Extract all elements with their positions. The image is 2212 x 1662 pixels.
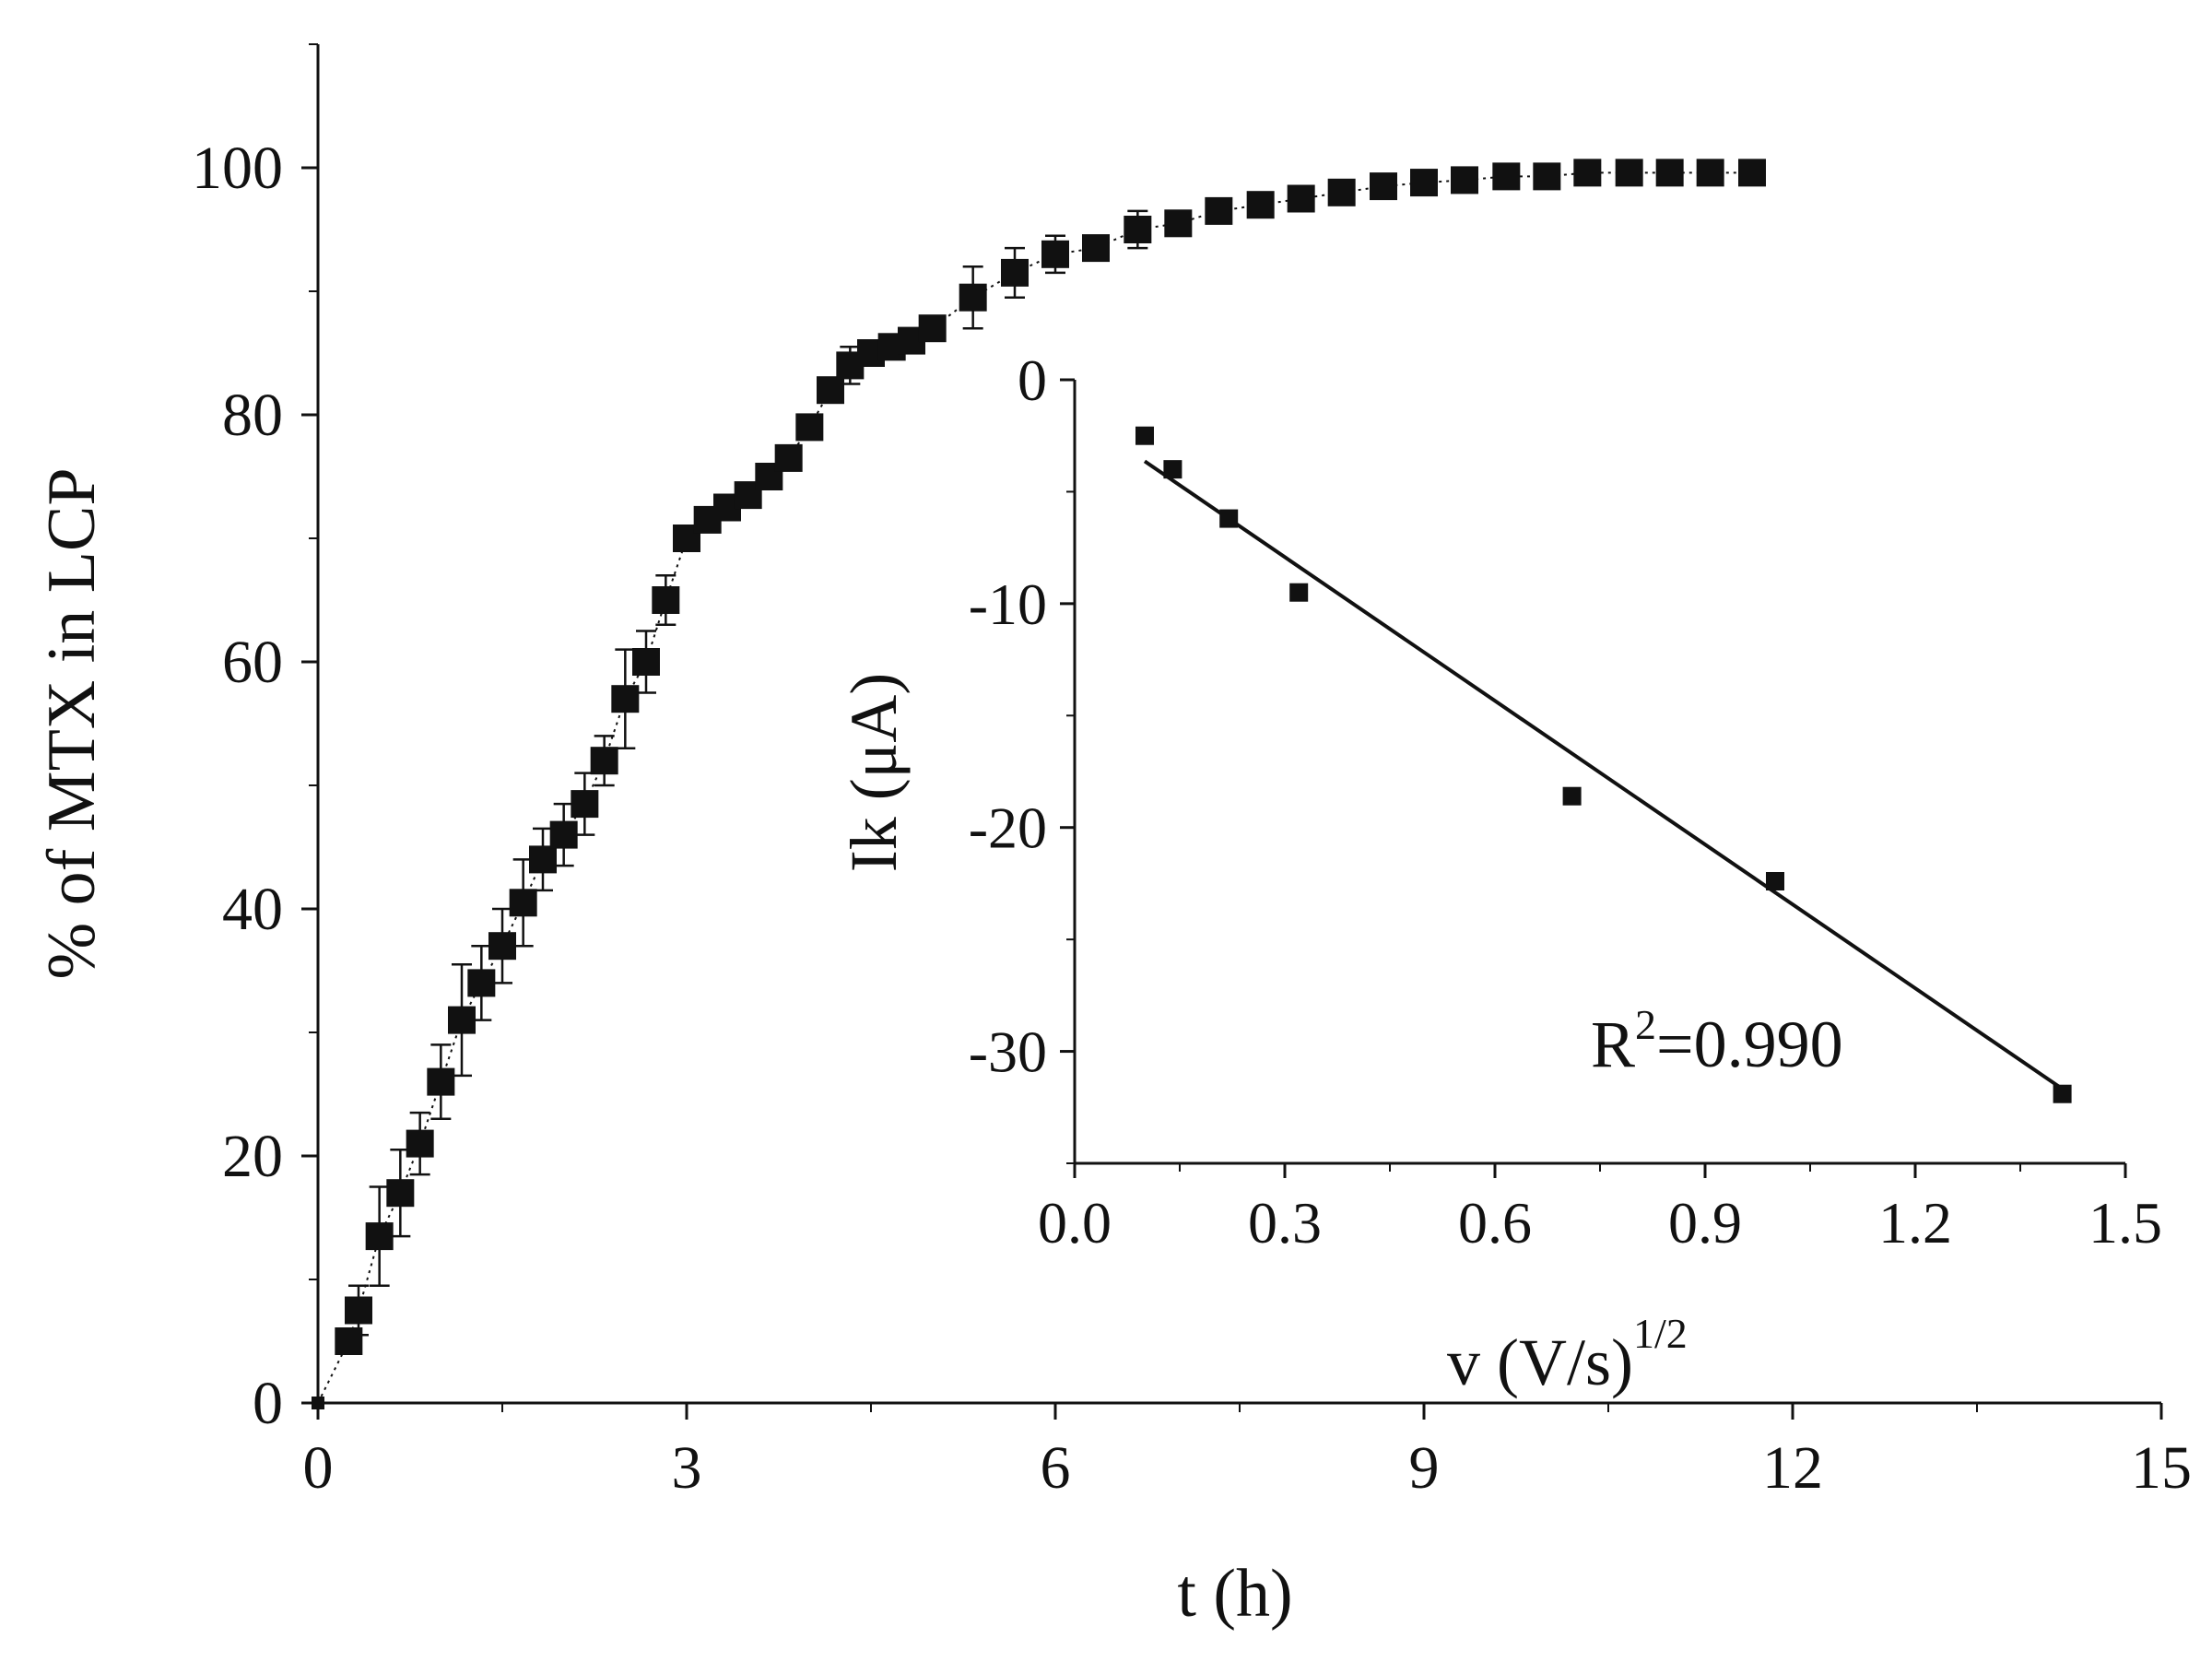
main-x-tick-label: 15 (2131, 1434, 2192, 1502)
main-data-point (817, 376, 844, 405)
main-data-point (549, 820, 578, 849)
main-data-point (652, 586, 680, 614)
r-squared-value: =0.990 (1656, 1008, 1843, 1081)
main-data-point (1492, 162, 1521, 191)
main-data-point (1370, 172, 1397, 201)
inset-x-axis-label-sup: 1/2 (1633, 1310, 1688, 1357)
inset-fit-line (1143, 459, 2064, 1090)
main-data-point (611, 685, 640, 713)
main-data-point (774, 443, 803, 472)
main-data-point (1615, 159, 1643, 187)
main-x-tick-label: 3 (672, 1434, 702, 1502)
inset-data-point (1163, 460, 1182, 479)
main-data-point (795, 413, 824, 442)
main-data-point (365, 1222, 394, 1251)
inset-y-tick-label: 0 (1018, 348, 1047, 413)
main-data-point (1287, 184, 1315, 213)
inset-x-tick-label: 0.3 (1248, 1190, 1322, 1255)
inset-x-tick-label: 1.5 (2088, 1190, 2162, 1255)
main-data-point (448, 1006, 476, 1034)
inset-x-axis-label: v (V/s)1/2 (1447, 1310, 1688, 1399)
main-data-point (1738, 159, 1766, 187)
main-data-point (1082, 234, 1110, 263)
inset-ticks: 0.0 0.3 0.6 0.9 1.2 1.5 0 -10 -20 -30 (969, 348, 2162, 1255)
main-data-point (918, 314, 947, 343)
main-data-point (1124, 216, 1152, 243)
main-data-point (467, 969, 496, 997)
main-data-point (386, 1179, 415, 1208)
main-data-point (1041, 240, 1069, 268)
inset-data-point (1219, 509, 1239, 528)
main-y-tick-label: 40 (222, 876, 283, 943)
main-data-point (1001, 258, 1029, 287)
main-x-axis-label: t (h) (1177, 1556, 1292, 1632)
main-data-point (509, 889, 537, 917)
r-squared-sup: 2 (1635, 1001, 1656, 1048)
main-x-tick-label: 12 (1762, 1434, 1823, 1502)
main-y-tick-label: 60 (222, 629, 283, 696)
main-data-point (1327, 178, 1356, 206)
inset-y-tick-label: -20 (969, 796, 1047, 861)
inset-data-points (1135, 426, 2072, 1103)
main-y-tick-label: 100 (192, 135, 283, 202)
main-data-point (1164, 209, 1193, 238)
inset-x-tick-label: 0.9 (1668, 1190, 1742, 1255)
main-data-point (488, 932, 516, 961)
inset-x-tick-label: 0.6 (1458, 1190, 1532, 1255)
inset-y-tick-label: -30 (969, 1020, 1047, 1085)
main-data-point (1205, 196, 1233, 225)
main-data-point (1451, 166, 1478, 194)
main-data-point (529, 845, 557, 874)
main-data-point (406, 1129, 434, 1158)
main-y-tick-label: 20 (222, 1123, 283, 1190)
main-data-point (345, 1296, 372, 1325)
inset-x-axis-label-main: v (V/s) (1447, 1326, 1633, 1399)
main-x-tick-label: 9 (1409, 1434, 1440, 1502)
inset-y-axis-label: Ik (μA) (837, 673, 911, 873)
main-data-point (427, 1067, 455, 1096)
main-data-point (335, 1327, 363, 1355)
main-data-point (959, 283, 987, 312)
r-squared-r: R (1591, 1008, 1635, 1081)
main-data-point (1655, 159, 1684, 187)
inset-chart: 0.0 0.3 0.6 0.9 1.2 1.50-10-20-30 v (V/s)1/2 … (837, 348, 2162, 1399)
main-y-tick-label: 80 (222, 382, 283, 449)
main-x-tick-label: 6 (1041, 1434, 1071, 1502)
main-y-axis-label: % of MTX in LCP (34, 468, 110, 980)
main-data-point (1696, 159, 1724, 187)
inset-y-tick-label: -10 (969, 572, 1047, 637)
inset-data-point (1135, 426, 1154, 445)
r-squared-annotation: R2=0.990 (1591, 1001, 1843, 1081)
main-data-point (571, 790, 599, 819)
main-data-point (632, 648, 660, 676)
main-data-point (1246, 191, 1275, 219)
inset-x-tick-label: 1.2 (1878, 1190, 1952, 1255)
inset-x-tick-label: 0.0 (1038, 1190, 1112, 1255)
inset-data-point (2053, 1084, 2072, 1103)
inset-data-point (1289, 583, 1309, 602)
main-data-point (590, 747, 618, 775)
main-data-point (1573, 159, 1602, 187)
main-data-point (312, 1397, 324, 1409)
main-x-tick-label: 0 (303, 1434, 334, 1502)
main-y-tick-label: 0 (253, 1370, 283, 1437)
inset-data-point (1562, 786, 1582, 806)
inset-data-point (1766, 872, 1784, 890)
main-data-points (312, 159, 1766, 1409)
main-data-point (1410, 169, 1438, 197)
main-data-point (1533, 162, 1561, 191)
